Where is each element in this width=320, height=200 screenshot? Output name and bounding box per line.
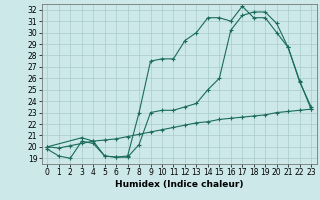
X-axis label: Humidex (Indice chaleur): Humidex (Indice chaleur) [115, 180, 244, 189]
